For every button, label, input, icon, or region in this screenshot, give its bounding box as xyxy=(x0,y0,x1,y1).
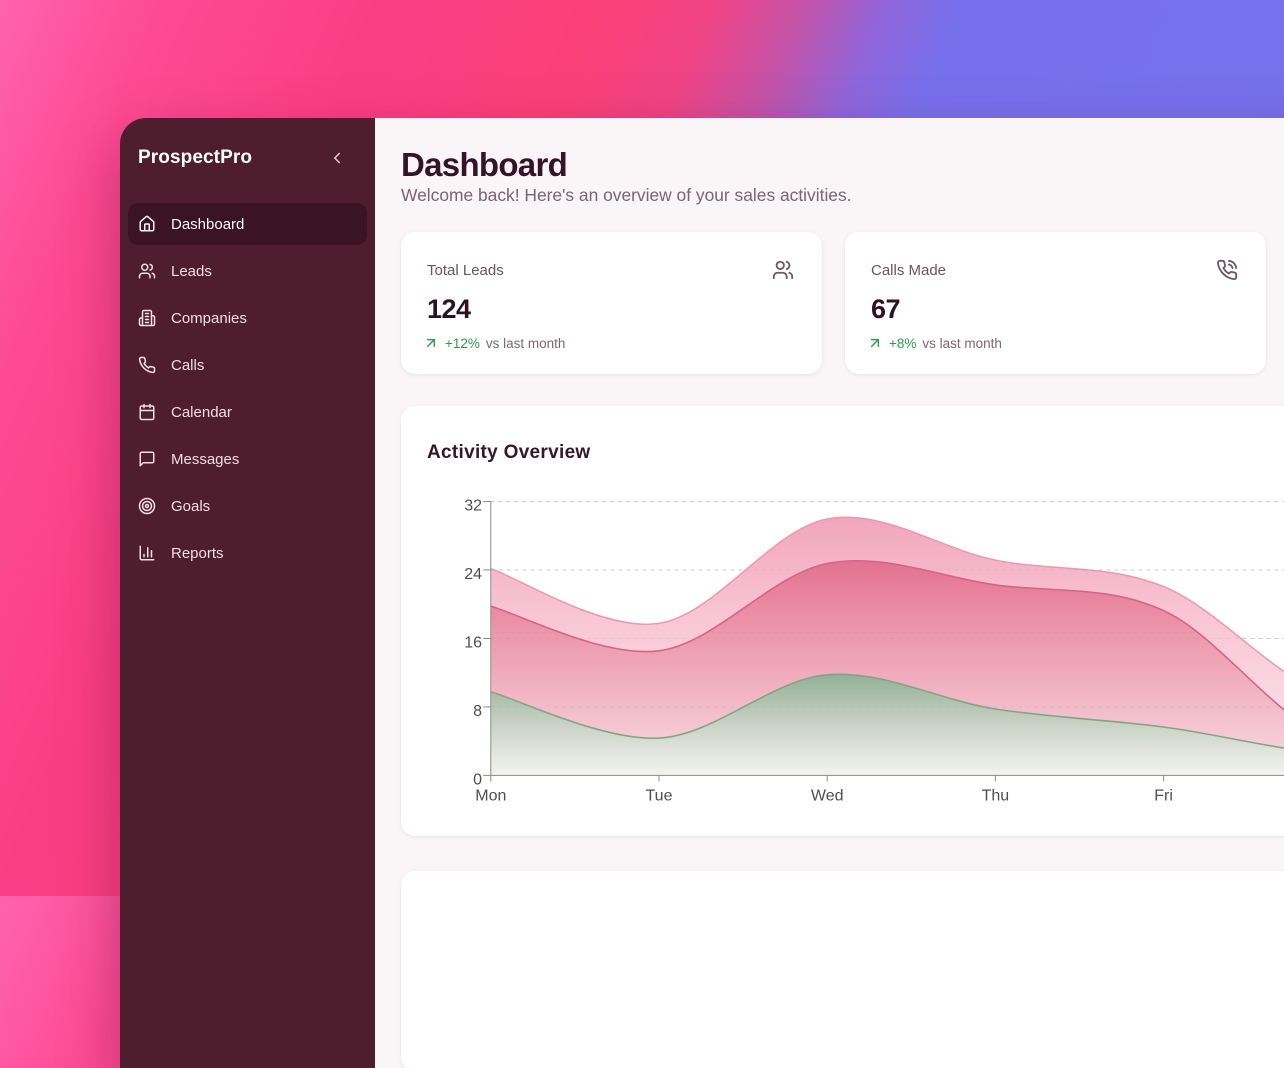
svg-text:24: 24 xyxy=(464,566,482,583)
svg-text:0: 0 xyxy=(473,771,482,788)
svg-text:16: 16 xyxy=(464,634,482,651)
svg-text:8: 8 xyxy=(473,703,482,720)
svg-text:Fri: Fri xyxy=(1154,788,1173,805)
svg-text:Mon: Mon xyxy=(475,788,506,805)
svg-text:Tue: Tue xyxy=(646,788,673,805)
svg-text:Wed: Wed xyxy=(811,788,844,805)
svg-text:Thu: Thu xyxy=(982,788,1010,805)
svg-text:32: 32 xyxy=(464,498,482,515)
